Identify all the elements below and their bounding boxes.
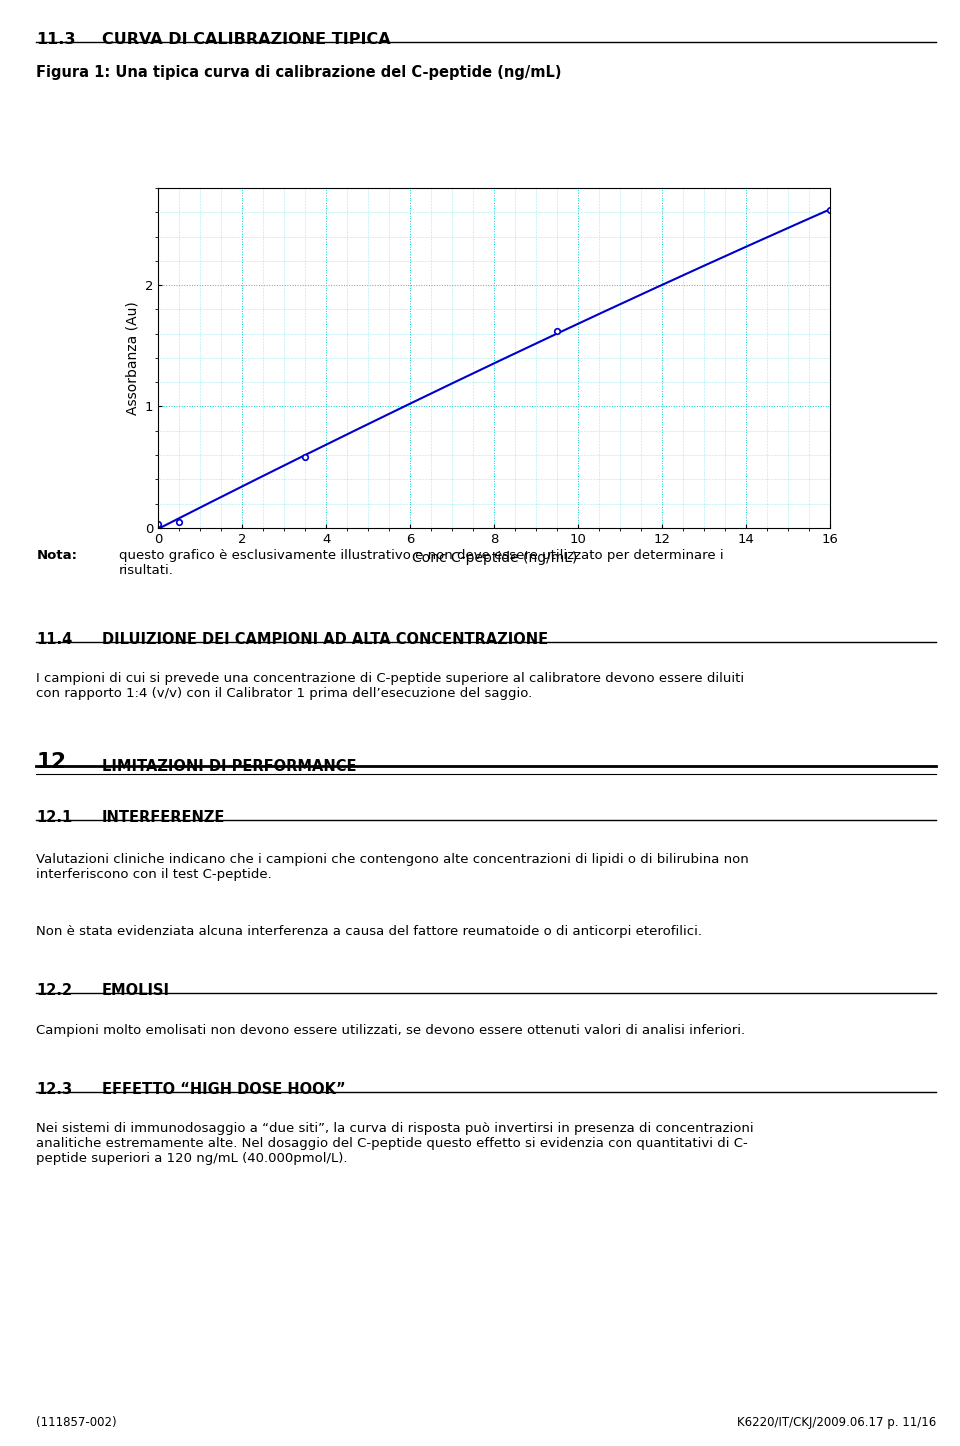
Text: (111857-002): (111857-002) [36, 1416, 117, 1429]
Text: Nota:: Nota: [36, 549, 78, 562]
Text: K6220/IT/CKJ/2009.06.17 p. 11/16: K6220/IT/CKJ/2009.06.17 p. 11/16 [736, 1416, 936, 1429]
Text: 11.3: 11.3 [36, 32, 76, 46]
Text: questo grafico è esclusivamente illustrativo e non deve essere utilizzato per de: questo grafico è esclusivamente illustra… [119, 549, 724, 577]
Text: Campioni molto emolisati non devono essere utilizzati, se devono essere ottenuti: Campioni molto emolisati non devono esse… [36, 1024, 746, 1037]
Text: Figura 1: Una tipica curva di calibrazione del C-peptide (ng/mL): Figura 1: Una tipica curva di calibrazio… [36, 65, 562, 80]
Text: Valutazioni cliniche indicano che i campioni che contengono alte concentrazioni : Valutazioni cliniche indicano che i camp… [36, 853, 749, 881]
Text: LIMITAZIONI DI PERFORMANCE: LIMITAZIONI DI PERFORMANCE [102, 759, 356, 774]
Text: 12: 12 [36, 752, 66, 772]
Text: 12.1: 12.1 [36, 810, 73, 824]
Text: 12.2: 12.2 [36, 983, 73, 998]
Text: EFFETTO “HIGH DOSE HOOK”: EFFETTO “HIGH DOSE HOOK” [102, 1082, 346, 1096]
Text: EMOLISI: EMOLISI [102, 983, 170, 998]
Text: INTERFERENZE: INTERFERENZE [102, 810, 226, 824]
Text: CURVA DI CALIBRAZIONE TIPICA: CURVA DI CALIBRAZIONE TIPICA [102, 32, 391, 46]
Text: 11.4: 11.4 [36, 632, 73, 646]
Text: I campioni di cui si prevede una concentrazione di C-peptide superiore al calibr: I campioni di cui si prevede una concent… [36, 672, 745, 700]
Text: DILUIZIONE DEI CAMPIONI AD ALTA CONCENTRAZIONE: DILUIZIONE DEI CAMPIONI AD ALTA CONCENTR… [102, 632, 548, 646]
Y-axis label: Assorbanza (Au): Assorbanza (Au) [126, 301, 139, 415]
Text: Nei sistemi di immunodosaggio a “due siti”, la curva di risposta può invertirsi : Nei sistemi di immunodosaggio a “due sit… [36, 1122, 755, 1165]
Text: Non è stata evidenziata alcuna interferenza a causa del fattore reumatoide o di : Non è stata evidenziata alcuna interfere… [36, 925, 703, 938]
X-axis label: Conc C-peptide (ng/mL): Conc C-peptide (ng/mL) [412, 551, 577, 565]
Text: 12.3: 12.3 [36, 1082, 73, 1096]
